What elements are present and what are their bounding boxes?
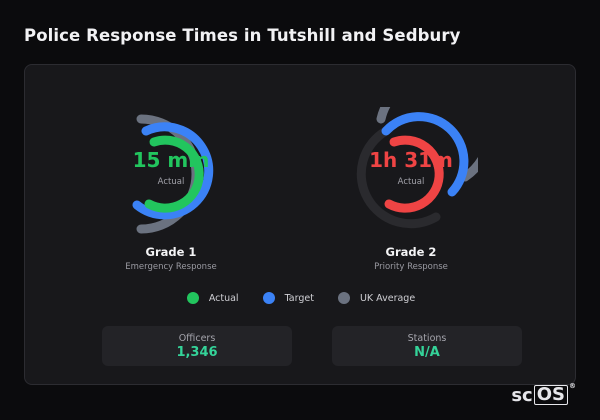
- logo-text-os: OS: [533, 385, 568, 405]
- grade-1-rings: [132, 114, 214, 234]
- grade-1-actual-value: 15 min: [132, 148, 210, 172]
- legend-label-actual: Actual: [208, 292, 239, 304]
- grade-1-description: Emergency Response: [125, 262, 217, 272]
- grade-2-description: Priority Response: [374, 262, 448, 272]
- grade-2-rings: [356, 107, 478, 229]
- page-title: Police Response Times in Tutshill and Se…: [24, 26, 461, 45]
- officers-stat-value: 1,346: [176, 345, 218, 360]
- grade-2-target-ring: [381, 112, 469, 197]
- legend-label-uk-average: UK Average: [359, 292, 416, 304]
- target-legend-dot-icon: [262, 292, 275, 304]
- grade-2-gauge: 1h 31m Actual: [344, 107, 478, 241]
- uk-average-legend-dot-icon: [337, 292, 350, 304]
- logo-text-sc: sc: [511, 385, 533, 406]
- stations-stat-card: Stations N/A: [332, 326, 522, 366]
- grade-1-actual-label: Actual: [157, 177, 185, 187]
- legend-item-actual: Actual: [186, 292, 239, 304]
- grade-2-actual-label: Actual: [397, 177, 425, 187]
- legend-item-uk-average: UK Average: [337, 292, 416, 304]
- officers-stat-label: Officers: [178, 333, 216, 344]
- legend: Actual Target UK Average: [25, 292, 577, 304]
- grade-1-actual-ring: [144, 135, 204, 213]
- legend-label-target: Target: [284, 292, 314, 304]
- grade-2-title: Grade 2: [385, 245, 437, 259]
- grade-2-actual-track: [356, 126, 441, 229]
- stations-stat-value: N/A: [414, 345, 440, 360]
- response-times-panel: 15 min Actual Grade 1 Emergency Response…: [24, 64, 576, 385]
- legend-item-target: Target: [262, 292, 314, 304]
- stations-stat-label: Stations: [407, 333, 447, 344]
- grade-2-actual-ring: [384, 135, 444, 213]
- grade-1-gauge: 15 min Actual: [104, 107, 238, 241]
- scos-logo: sc OS ®: [511, 382, 576, 406]
- actual-legend-dot-icon: [186, 292, 199, 304]
- officers-stat-card: Officers 1,346: [102, 326, 292, 366]
- grade-1-title: Grade 1: [145, 245, 197, 259]
- logo-registered-mark: ®: [569, 382, 576, 390]
- grade-1-target-ring: [132, 122, 214, 220]
- grade-2-actual-value: 1h 31m: [369, 148, 453, 172]
